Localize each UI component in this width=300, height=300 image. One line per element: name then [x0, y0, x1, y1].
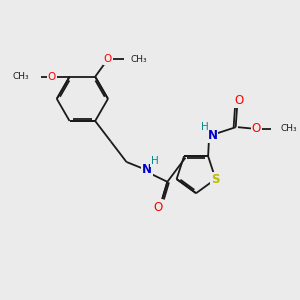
- Text: CH₃: CH₃: [13, 72, 29, 81]
- Text: S: S: [211, 172, 220, 186]
- Text: N: N: [207, 129, 218, 142]
- Text: H: H: [200, 122, 208, 132]
- Text: CH₃: CH₃: [280, 124, 297, 133]
- Text: O: O: [104, 54, 112, 64]
- Text: H: H: [151, 156, 159, 166]
- Text: O: O: [234, 94, 243, 107]
- Text: CH₃: CH₃: [131, 55, 147, 64]
- Text: O: O: [48, 72, 56, 82]
- Text: O: O: [251, 122, 261, 135]
- Text: N: N: [142, 164, 152, 176]
- Text: O: O: [153, 201, 163, 214]
